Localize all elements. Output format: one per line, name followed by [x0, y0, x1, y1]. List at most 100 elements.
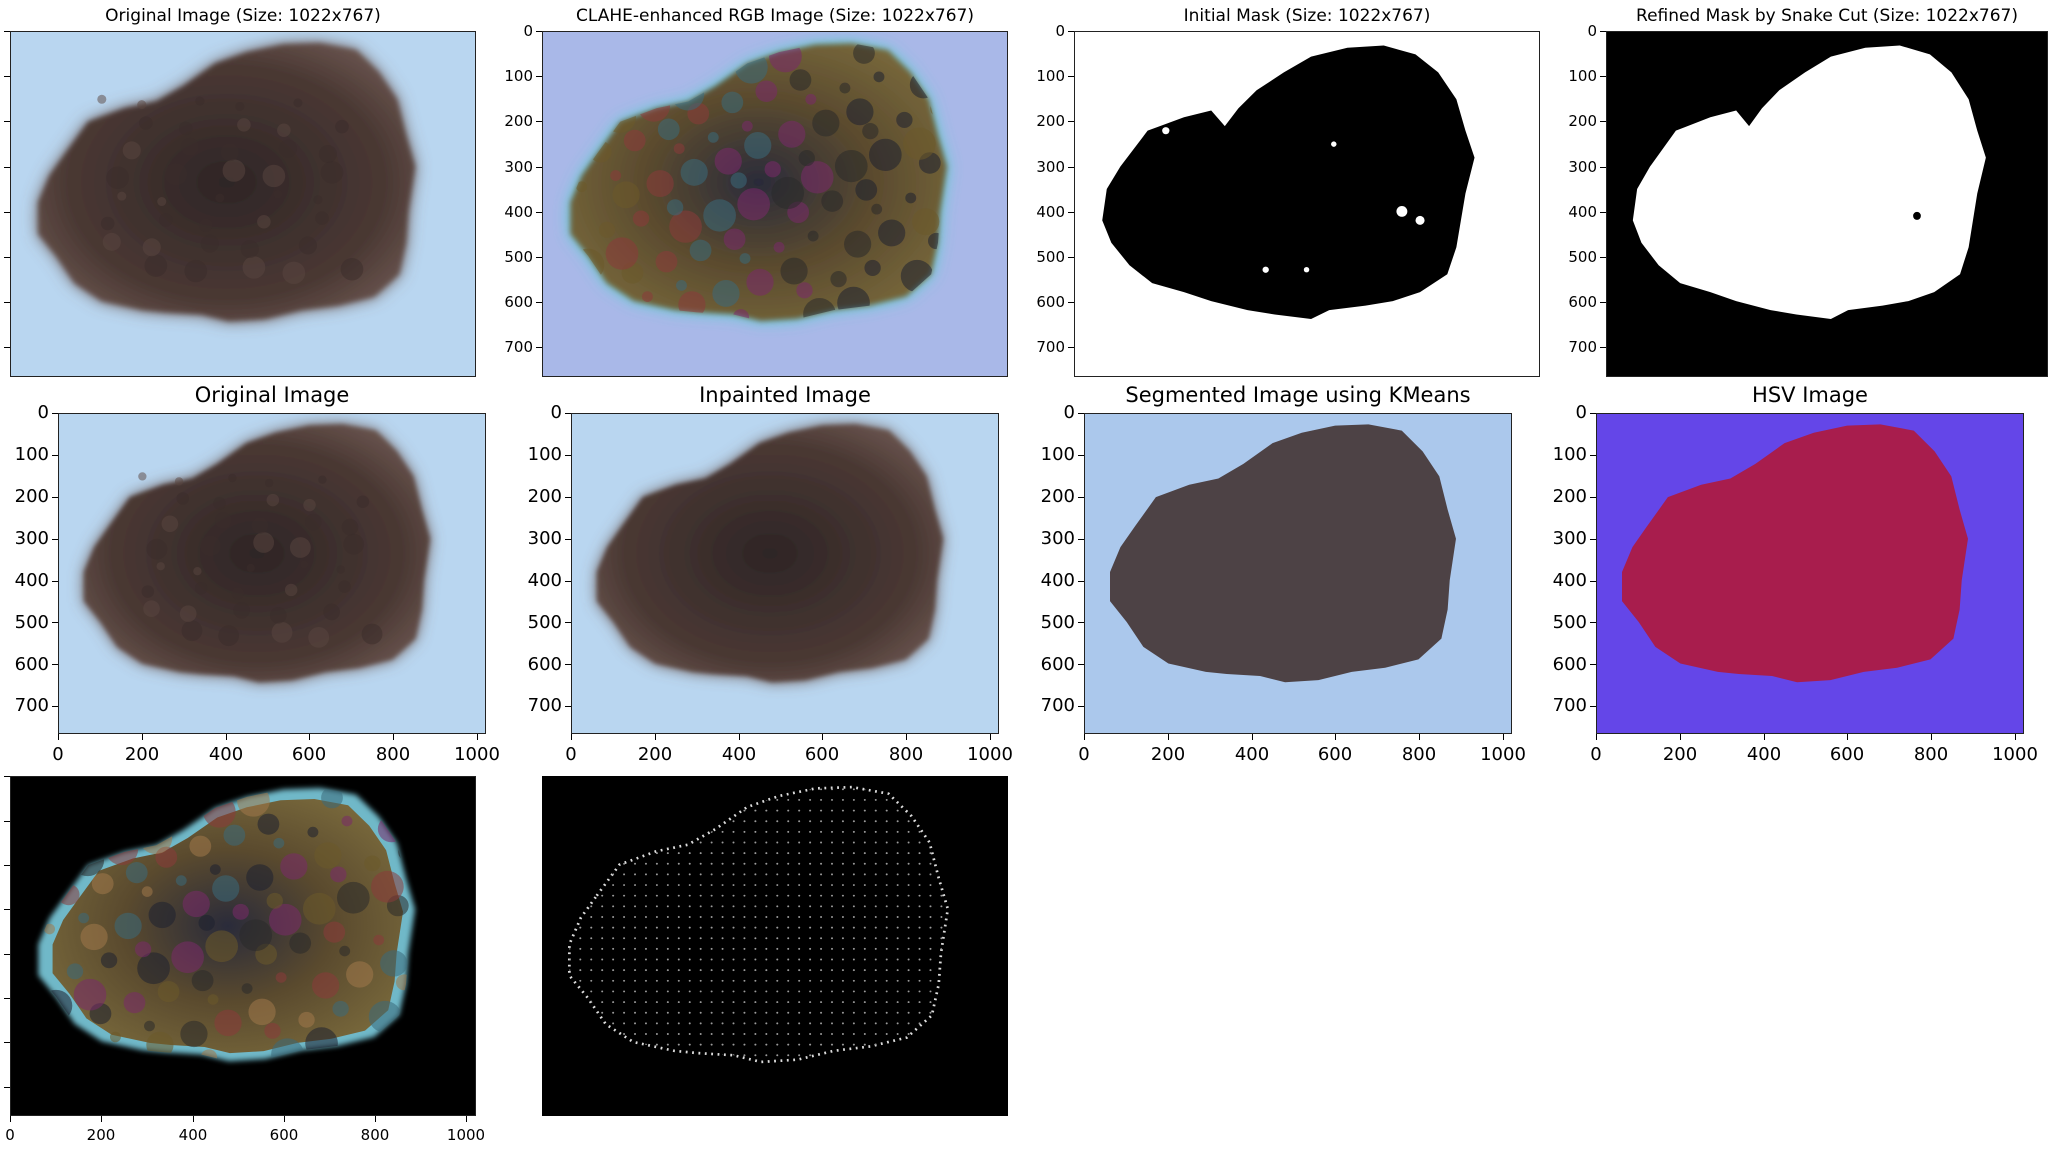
lesion-body [597, 424, 943, 683]
edge-dot [940, 937, 943, 940]
y-tick-label: 600 [1552, 654, 1587, 675]
edge-dot [688, 905, 691, 908]
edge-dot [699, 990, 702, 993]
edge-dot [776, 894, 779, 897]
edge-dot [809, 937, 812, 940]
edge-dot [644, 1033, 647, 1035]
edge-dot [885, 809, 888, 812]
edge-dot [863, 852, 866, 855]
lesion-texture [246, 563, 255, 573]
edge-dot [830, 905, 833, 908]
edge-dot [885, 1011, 888, 1014]
y-tick-label: 100 [504, 67, 533, 85]
lesion-texture [361, 623, 383, 645]
x-tick-mark [2015, 734, 2016, 740]
edge-dot [754, 1043, 757, 1046]
y-tick-label: 300 [1040, 528, 1075, 549]
edge-dot [743, 979, 746, 982]
lesion-texture [264, 478, 274, 488]
edge-dot [896, 809, 899, 812]
edge-dot [918, 926, 921, 929]
edge-dot [612, 1011, 615, 1014]
edge-dot [634, 1033, 637, 1035]
y-tick-mark [565, 706, 571, 707]
x-tick-label: 0 [5, 1126, 15, 1144]
y-tick-label: 500 [1040, 612, 1075, 633]
edge-dot [852, 809, 855, 812]
panel-image-svg [1085, 414, 1511, 733]
edge-dot [666, 1022, 669, 1025]
y-tick-label: 0 [37, 402, 49, 423]
edge-dot [612, 1022, 615, 1025]
lesion-texture [91, 873, 114, 895]
lesion-texture [142, 238, 161, 257]
lesion-texture [723, 228, 746, 250]
y-tick-mark [565, 413, 571, 414]
edge-dot [776, 873, 779, 876]
x-tick-label: 400 [1234, 744, 1270, 765]
edge-dot [677, 990, 680, 993]
y-tick-label: 500 [1552, 612, 1587, 633]
x-tick-label: 400 [178, 1126, 208, 1144]
edge-dot [830, 798, 833, 801]
y-tick-label: 200 [504, 112, 533, 130]
y-tick-mark [1078, 581, 1084, 582]
panel-title: HSV Image [1752, 383, 1868, 407]
edge-dot [863, 1022, 866, 1025]
edge-dot [929, 862, 932, 865]
edge-dot [710, 852, 713, 855]
edge-dot [721, 873, 724, 876]
panel-image-svg [11, 32, 475, 376]
edge-dot [754, 958, 757, 961]
edge-dot [688, 947, 691, 950]
lesion-texture [373, 934, 385, 946]
edge-dot [874, 1033, 877, 1035]
edge-dot [732, 958, 735, 961]
edge-dot [896, 905, 899, 908]
edge-dot [710, 1001, 713, 1004]
edge-dot [874, 809, 877, 812]
edge-dot [918, 884, 921, 887]
edge-dot [655, 1001, 658, 1004]
edge-dot [841, 979, 844, 982]
edge-dot [623, 894, 626, 897]
edge-dot [885, 862, 888, 865]
edge-dot [765, 1001, 768, 1004]
edge-dot [655, 1033, 658, 1035]
edge-dot [765, 979, 768, 982]
edge-dot [820, 915, 823, 918]
y-tick-mark [1600, 121, 1606, 122]
lesion-texture [139, 116, 153, 130]
edge-dot [677, 979, 680, 982]
edge-dot [699, 1022, 702, 1025]
edge-dot [743, 969, 746, 972]
edge-dot [699, 905, 702, 908]
lesion-texture [771, 176, 805, 210]
lesion-texture [341, 815, 353, 827]
edge-dot [809, 809, 812, 812]
lesion-texture [181, 620, 203, 642]
edge-dot [699, 937, 702, 940]
lesion-texture [821, 190, 844, 212]
edge-dot [634, 926, 637, 929]
x-tick-label: 800 [360, 1126, 390, 1144]
panel-initial-mask-image [1074, 31, 1540, 377]
edge-dot [634, 862, 637, 865]
y-tick-label: 100 [14, 444, 49, 465]
edge-dot [721, 990, 724, 993]
edge-dot [579, 947, 582, 950]
edge-dot [874, 905, 877, 908]
edge-dot [776, 798, 779, 801]
edge-dot [940, 926, 943, 929]
edge-dot [852, 915, 855, 918]
lesion-texture [341, 518, 359, 536]
edge-dot [732, 947, 735, 950]
y-tick-mark [1078, 497, 1084, 498]
edge-dot [710, 1011, 713, 1014]
x-tick-label: 600 [1317, 744, 1353, 765]
y-tick-label: 200 [1552, 486, 1587, 507]
edge-dot [623, 990, 626, 993]
edge-dot [798, 862, 801, 865]
lesion-texture [266, 892, 283, 909]
edge-outline [567, 785, 950, 1064]
